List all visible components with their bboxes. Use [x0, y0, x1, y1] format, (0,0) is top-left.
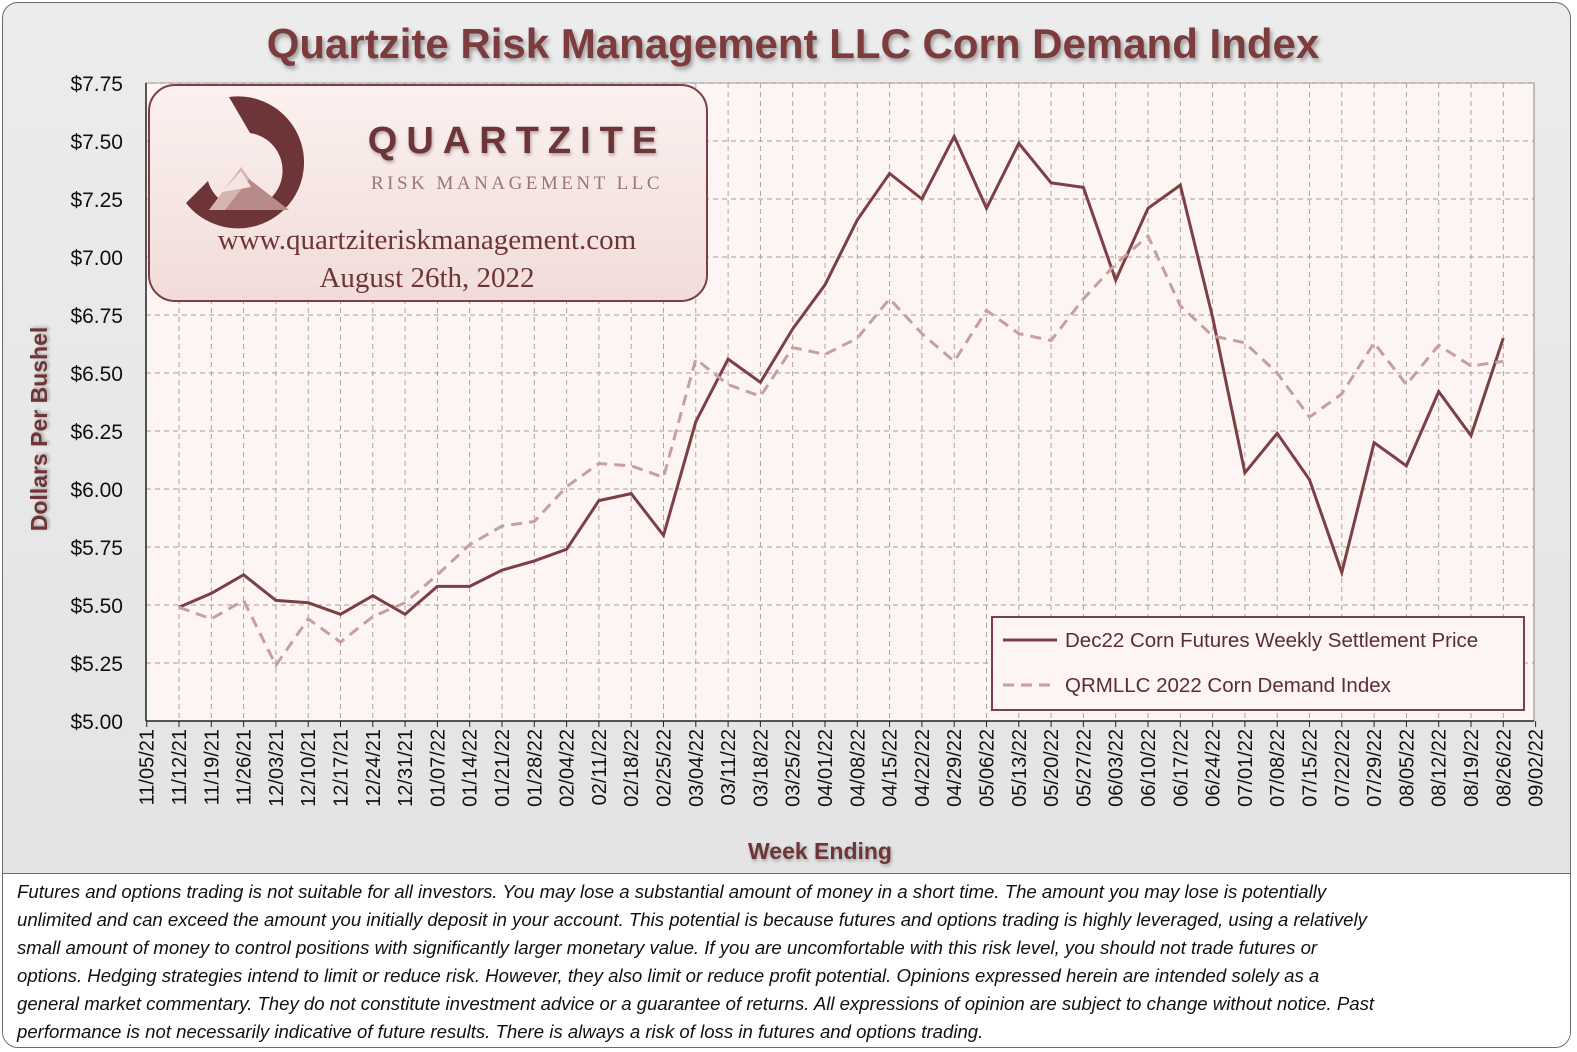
- logo-url: www.quartziteriskmanagement.com: [218, 224, 637, 256]
- logo-date: August 26th, 2022: [319, 262, 534, 294]
- x-tick-label: 04/01/22: [815, 729, 837, 807]
- x-tick-label: 01/14/22: [460, 729, 482, 807]
- x-tick-label: 05/27/22: [1073, 729, 1095, 807]
- x-tick-label: 08/26/22: [1493, 729, 1515, 807]
- x-tick-label: 11/26/21: [234, 729, 256, 805]
- x-tick-label: 06/17/22: [1170, 729, 1192, 807]
- x-tick-label: 11/19/21: [201, 729, 223, 805]
- x-tick-label: 11/05/21: [137, 729, 159, 805]
- x-tick-label: 06/10/22: [1138, 729, 1160, 807]
- legend-box: [991, 616, 1525, 711]
- series-group: [178, 132, 1505, 669]
- y-tick-label: $6.00: [70, 479, 123, 502]
- x-tick-label: 07/01/22: [1235, 729, 1257, 807]
- disclaimer-line: small amount of money to control positio…: [17, 937, 1318, 958]
- x-tick-label: 05/13/22: [1009, 729, 1031, 807]
- x-tick-label: 12/03/21: [266, 729, 288, 807]
- quartzite-logo-icon: [186, 96, 305, 229]
- y-axis-title: Dollars Per Bushel: [26, 327, 52, 532]
- chart-title: Quartzite Risk Management LLC Corn Deman…: [267, 20, 1320, 67]
- y-tick-label: $6.50: [70, 363, 123, 386]
- y-tick-label: $6.25: [70, 421, 123, 444]
- x-tick-label: 08/05/22: [1396, 729, 1418, 807]
- y-tick-label: $6.75: [70, 305, 123, 328]
- x-tick-label: 02/04/22: [557, 729, 579, 807]
- disclaimer-line: Futures and options trading is not suita…: [17, 881, 1327, 902]
- x-tick-label: 05/20/22: [1041, 729, 1063, 807]
- x-tick-label: 07/29/22: [1364, 729, 1386, 807]
- disclaimer-line: general market commentary. They do not c…: [17, 993, 1375, 1014]
- y-tick-label: $5.00: [70, 711, 123, 734]
- y-tick-label: $7.75: [70, 73, 123, 96]
- x-tick-label: 12/17/21: [331, 729, 353, 807]
- disclaimer-line: unlimited and can exceed the amount you …: [17, 909, 1367, 930]
- x-tick-label: 07/15/22: [1300, 729, 1322, 807]
- x-tick-label: 01/07/22: [427, 729, 449, 807]
- x-tick-label: 04/15/22: [880, 729, 902, 807]
- x-axis-title: Week Ending: [748, 838, 892, 864]
- y-axis-ticks: $5.00 $5.25 $5.50 $5.75 $6.00 $6.25 $6.50 $6.75…: [70, 73, 123, 734]
- x-axis-ticks: 11/05/21 11/12/21 11/19/21 11/26/21 12/03/21…: [137, 721, 1548, 807]
- x-tick-label: 02/25/22: [654, 729, 676, 807]
- legend-label-price: Dec22 Corn Futures Weekly Settlement Pri…: [1065, 629, 1478, 652]
- y-tick-label: $7.50: [70, 131, 123, 154]
- y-tick-label: $7.00: [70, 247, 123, 270]
- disclaimer-line: performance is not necessarily indicativ…: [17, 1021, 984, 1042]
- series-line-index: [178, 233, 1504, 669]
- x-tick-label: 04/22/22: [912, 729, 934, 807]
- y-tick-label: $5.75: [70, 537, 123, 560]
- legend-label-index: QRMLLC 2022 Corn Demand Index: [1065, 674, 1392, 697]
- x-tick-label: 06/03/22: [1106, 729, 1128, 807]
- x-tick-label: 05/06/22: [977, 729, 999, 807]
- x-tick-label: 06/24/22: [1203, 729, 1225, 807]
- x-tick-label: 03/18/22: [750, 729, 772, 807]
- x-tick-label: 12/24/21: [363, 729, 385, 807]
- disclaimer-line: options. Hedging strategies intend to li…: [17, 965, 1320, 986]
- grid-lines: [146, 82, 1534, 721]
- y-tick-label: $5.50: [70, 595, 123, 618]
- logo-box: QUARTZITE RISK MANAGEMENT LLC www.quartz…: [148, 84, 708, 302]
- x-tick-label: 02/11/22: [589, 729, 611, 805]
- x-tick-label: 01/28/22: [524, 729, 546, 807]
- x-tick-label: 01/21/22: [492, 729, 514, 807]
- x-tick-label: 08/19/22: [1461, 729, 1483, 807]
- x-tick-label: 04/08/22: [847, 729, 869, 807]
- legend: Dec22 Corn Futures Weekly Settlement Pri…: [991, 616, 1525, 711]
- x-tick-label: 08/12/22: [1429, 729, 1451, 807]
- series-line-price: [178, 132, 1505, 617]
- x-tick-label: 09/02/22: [1526, 729, 1548, 807]
- x-tick-label: 11/12/21: [169, 729, 191, 805]
- y-tick-label: $7.25: [70, 189, 123, 212]
- y-tick-label: $5.25: [70, 653, 123, 676]
- disclaimer-text: Futures and options trading is not suita…: [3, 873, 1570, 1047]
- chart-canvas: Quartzite Risk Management LLC Corn Deman…: [26, 20, 1548, 864]
- x-tick-label: 02/18/22: [621, 729, 643, 807]
- x-tick-label: 07/22/22: [1332, 729, 1354, 807]
- logo-tagline: RISK MANAGEMENT LLC: [371, 173, 663, 194]
- x-tick-label: 03/25/22: [783, 729, 805, 807]
- x-tick-label: 03/04/22: [686, 729, 708, 807]
- x-tick-label: 07/08/22: [1267, 729, 1289, 807]
- x-tick-label: 12/10/21: [298, 729, 320, 807]
- x-tick-label: 03/11/22: [718, 729, 740, 805]
- x-tick-label: 12/31/21: [395, 729, 417, 807]
- x-tick-label: 04/29/22: [944, 729, 966, 807]
- logo-brand: QUARTZITE: [368, 120, 666, 162]
